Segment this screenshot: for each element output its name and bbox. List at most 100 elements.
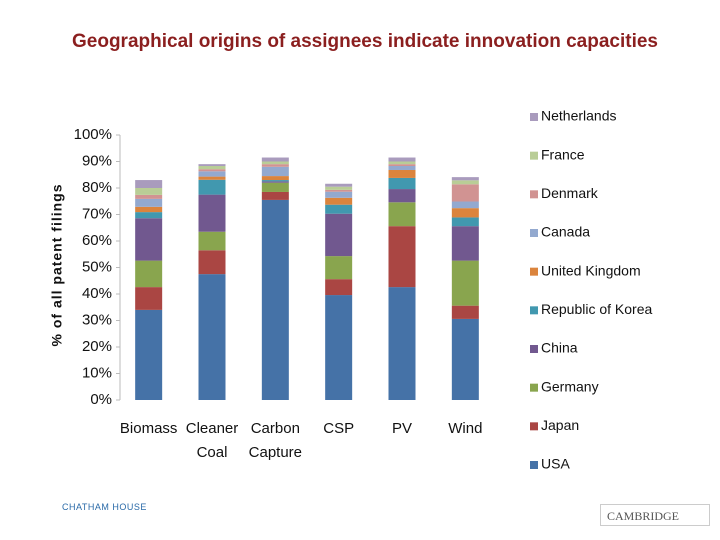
- y-tick-label: 80%: [82, 179, 112, 196]
- bar-segment: [135, 180, 163, 188]
- legend-label: United Kingdom: [541, 262, 641, 278]
- bar-segment: [135, 218, 163, 261]
- y-axis-label: % of all patent filings: [49, 183, 65, 346]
- y-tick-label: 60%: [82, 232, 112, 249]
- bar-segment: [135, 260, 163, 288]
- bar-segment: [325, 295, 353, 400]
- bar-segment: [451, 180, 479, 185]
- bar-segment: [388, 164, 416, 167]
- bar-segment: [261, 176, 289, 181]
- bar-segment: [388, 161, 416, 165]
- chart-title: Geographical origins of assignees indica…: [72, 31, 658, 52]
- bar-segment: [135, 194, 163, 199]
- x-tick-label: PV: [391, 420, 412, 437]
- legend-swatch: [530, 306, 538, 315]
- bar-segment: [261, 181, 289, 183]
- bar-segment: [261, 161, 289, 165]
- bar-segment: [261, 191, 289, 200]
- bar-segment: [451, 184, 479, 202]
- legend-label: Canada: [541, 224, 590, 240]
- bar-segment: [388, 177, 416, 190]
- bar-segment: [388, 157, 416, 162]
- bar-segment: [198, 250, 226, 275]
- bar-segment: [135, 206, 163, 213]
- bar-segment: [325, 186, 353, 190]
- y-tick-label: 70%: [82, 205, 112, 222]
- legend-label: Netherlands: [541, 108, 617, 124]
- legend-swatch: [530, 267, 538, 276]
- legend-label: Denmark: [541, 185, 599, 201]
- legend-label: Republic of Korea: [541, 301, 653, 317]
- y-tick-label: 10%: [82, 364, 112, 381]
- bar-segment: [261, 166, 289, 177]
- bar-segment: [198, 169, 226, 172]
- bar-segment: [325, 183, 353, 187]
- bar-segment: [325, 256, 353, 280]
- bar-segment: [451, 201, 479, 209]
- bar-segment: [198, 176, 226, 180]
- bar-segment: [325, 279, 353, 296]
- bar-segment: [261, 164, 289, 167]
- bar-segment: [451, 208, 479, 218]
- bar-segment: [135, 309, 163, 400]
- y-tick-label: 0%: [90, 391, 112, 408]
- bar-segment: [451, 260, 479, 306]
- bar-segment: [135, 198, 163, 207]
- bar-segment: [325, 213, 353, 257]
- bar-segment: [388, 287, 416, 400]
- legend-label: China: [541, 340, 578, 356]
- bar-segment: [451, 226, 479, 261]
- bar-segment: [261, 182, 289, 192]
- bar-segment: [388, 226, 416, 288]
- bar-segment: [261, 180, 289, 182]
- legend-label: France: [541, 146, 585, 162]
- legend-label: Japan: [541, 417, 579, 433]
- y-tick-label: 90%: [82, 152, 112, 169]
- logo: CAMBRIDGE: [600, 504, 710, 526]
- bar-segment: [198, 179, 226, 195]
- bar-segment: [325, 191, 353, 198]
- legend-swatch: [530, 383, 538, 392]
- bar-segment: [451, 305, 479, 319]
- legend-swatch: [530, 151, 538, 160]
- bar-segment: [388, 202, 416, 227]
- y-tick-label: 100%: [74, 126, 112, 143]
- legend-label: USA: [541, 456, 570, 472]
- bar-segment: [325, 204, 353, 214]
- legend-swatch: [530, 461, 538, 469]
- x-tick-label: Wind: [448, 420, 483, 437]
- bar-segment: [261, 199, 289, 400]
- legend-swatch: [530, 229, 538, 237]
- x-tick-label: CSP: [323, 420, 355, 437]
- bar-segment: [135, 212, 163, 219]
- y-tick-label: 50%: [82, 258, 112, 275]
- bar-segment: [388, 166, 416, 170]
- bar-segment: [451, 177, 479, 181]
- x-tick-label: Biomass: [119, 420, 178, 437]
- bar-segment: [325, 197, 353, 205]
- bar-segment: [198, 166, 226, 170]
- legend-swatch: [530, 113, 538, 121]
- bar-segment: [451, 217, 479, 227]
- legend-label: Germany: [541, 378, 599, 394]
- legend-swatch: [530, 345, 538, 353]
- logo: CHATHAM HOUSE: [62, 502, 147, 512]
- bar-segment: [261, 157, 289, 162]
- bar-segment: [198, 171, 226, 177]
- legend-swatch: [530, 422, 538, 431]
- y-tick-label: 30%: [82, 311, 112, 328]
- bar-segment: [198, 231, 226, 251]
- y-tick-label: 40%: [82, 285, 112, 302]
- bar-segment: [135, 188, 163, 195]
- bar-segment: [388, 189, 416, 203]
- bar-segment: [198, 194, 226, 232]
- bar-segment: [198, 274, 226, 400]
- y-tick-label: 20%: [82, 338, 112, 355]
- bar-segment: [325, 189, 353, 192]
- x-tick-label: Carbon Capture: [248, 420, 303, 461]
- bar-segment: [388, 169, 416, 178]
- bar-segment: [135, 287, 163, 310]
- bar-segment: [451, 318, 479, 400]
